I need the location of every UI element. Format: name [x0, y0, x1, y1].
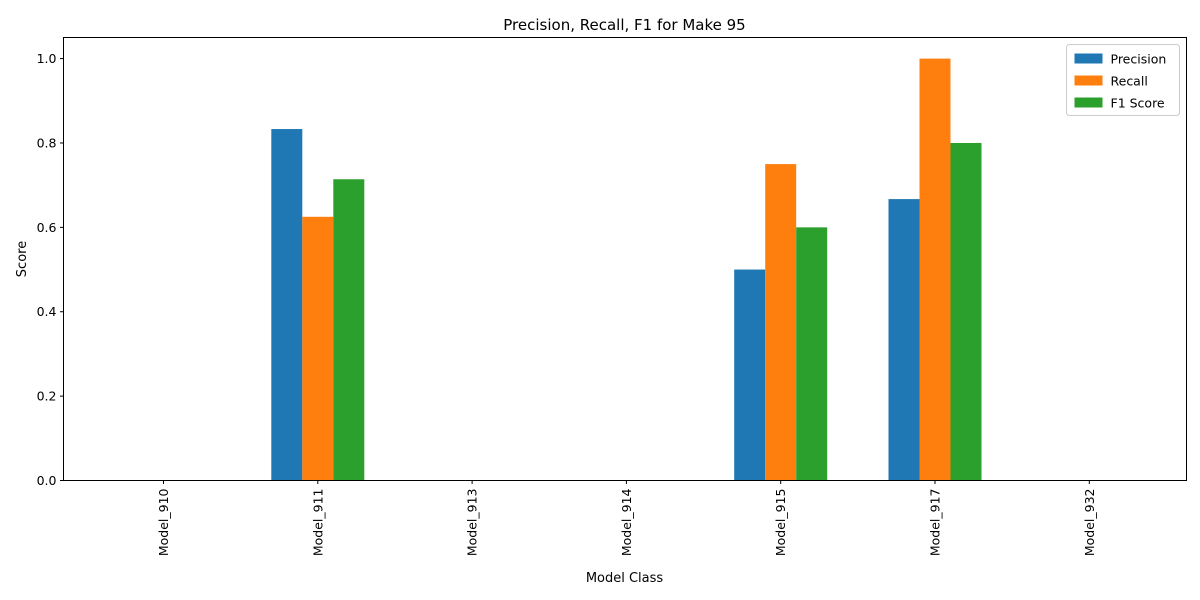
legend-label: Precision — [1111, 52, 1167, 67]
bar — [271, 129, 303, 481]
y-tick-label: 0.4 — [37, 304, 57, 319]
bars-group — [271, 58, 982, 481]
bar — [333, 179, 365, 481]
bar — [734, 269, 766, 481]
bar — [888, 199, 920, 481]
y-axis-label: Score — [15, 241, 30, 277]
legend-label: F1 Score — [1111, 96, 1165, 111]
x-axis-label: Model Class — [586, 571, 664, 586]
chart-title: Precision, Recall, F1 for Make 95 — [503, 16, 745, 34]
bar — [796, 227, 828, 481]
legend: Precision Recall F1 Score — [1066, 44, 1180, 116]
x-tick-label: Model_910 — [156, 488, 171, 556]
y-tick-label: 0.0 — [37, 473, 57, 488]
legend-label: Recall — [1111, 74, 1148, 89]
bar — [765, 164, 797, 481]
y-tick-label: 1.0 — [37, 51, 57, 66]
x-tick-label: Model_914 — [619, 488, 634, 556]
x-axis-ticks: Model_910 Model_911 Model_913 Model_914 Mode… — [156, 480, 1097, 557]
legend-swatch — [1074, 75, 1103, 86]
bar — [919, 58, 951, 481]
x-tick-label: Model_915 — [773, 489, 788, 557]
bar — [302, 216, 334, 481]
x-tick-label: Model_913 — [465, 489, 480, 557]
x-tick-label: Model_932 — [1082, 489, 1097, 557]
y-axis-ticks: 0.0 0.2 0.4 0.6 0.8 1.0 — [37, 51, 64, 488]
legend-swatch — [1074, 97, 1103, 108]
bar — [950, 142, 982, 481]
legend-swatch — [1074, 53, 1103, 64]
x-tick-label: Model_917 — [928, 489, 943, 557]
plot-frame — [63, 37, 1187, 481]
x-tick-label: Model_911 — [310, 489, 325, 557]
y-tick-label: 0.6 — [37, 220, 57, 235]
y-tick-label: 0.8 — [37, 135, 57, 150]
y-tick-label: 0.2 — [37, 389, 57, 404]
